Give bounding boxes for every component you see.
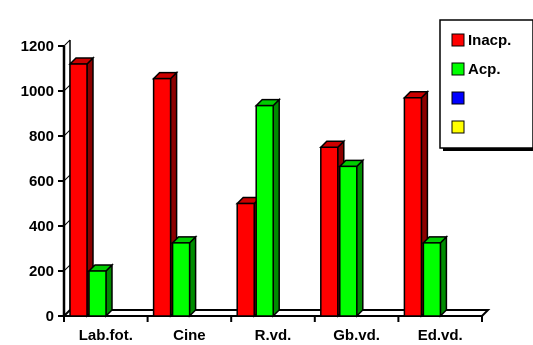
bar-front	[152, 77, 172, 317]
y-tick-depth	[63, 219, 71, 227]
chart-bars	[68, 56, 449, 318]
chart-labels: 0 200 400 600 800 1000 1200 Lab.fot. Cine R.vd. Gb…	[21, 38, 463, 344]
y-tick-depth	[63, 84, 71, 92]
bar	[254, 97, 282, 318]
legend-label: Acp.	[468, 61, 501, 78]
bar-front	[320, 146, 339, 317]
bar	[337, 158, 365, 318]
legend-swatch	[451, 91, 465, 105]
bar-front	[255, 104, 274, 317]
y-tick-depth	[63, 129, 71, 137]
bar	[170, 235, 198, 318]
legend-swatch	[451, 62, 465, 76]
bar-front	[88, 270, 107, 317]
bar-side	[105, 263, 113, 318]
y-tick-depth	[63, 174, 71, 182]
y-tick-label: 1000	[21, 83, 54, 100]
bar-front	[236, 202, 255, 317]
y-tick-depth	[63, 309, 71, 317]
legend-label: Inacp.	[468, 32, 511, 49]
bar-front	[403, 97, 423, 317]
y-tick-label: 800	[29, 128, 54, 145]
bar	[68, 56, 95, 318]
y-tick-label: 1200	[21, 38, 54, 55]
bar-side	[439, 235, 448, 318]
bar-front	[422, 242, 442, 317]
x-tick-label: Cine	[173, 327, 206, 344]
bar-front	[339, 165, 358, 317]
x-tick-label: Lab.fot.	[79, 327, 133, 344]
y-tick-label: 0	[46, 308, 54, 325]
bar-side	[272, 97, 280, 318]
bar	[87, 263, 114, 318]
bar-front	[171, 242, 191, 317]
y-tick-label: 400	[29, 218, 54, 235]
bar-side	[188, 235, 197, 318]
y-tick-label: 200	[29, 263, 54, 280]
x-tick-label: R.vd.	[255, 327, 292, 344]
y-tick-depth	[63, 39, 71, 47]
chart-legend: Inacp. Acp.	[439, 19, 533, 151]
x-tick-label: Ed.vd.	[418, 327, 463, 344]
y-tick-label: 600	[29, 173, 54, 190]
bar-side	[356, 158, 364, 318]
legend-swatch	[451, 120, 465, 134]
legend-swatch	[451, 33, 465, 47]
x-tick-label: Gb.vd.	[333, 327, 380, 344]
y-tick-depth	[63, 264, 71, 272]
bar	[421, 235, 449, 318]
bar-front	[69, 63, 88, 317]
